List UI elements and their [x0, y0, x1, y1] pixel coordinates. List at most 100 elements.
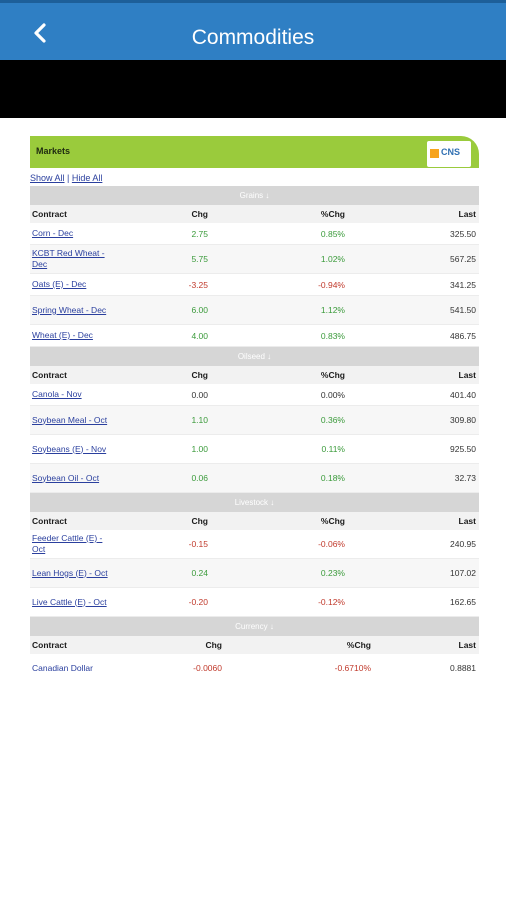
column-header-row: Contract Chg %Chg Last — [30, 205, 479, 223]
last-value: 0.8881 — [450, 663, 476, 671]
col-chg: Chg — [191, 516, 208, 526]
oilseed-table: Canola - Nov 0.00 0.00% 401.40 Soybean M… — [30, 384, 479, 493]
pct-value: 1.02% — [320, 254, 345, 264]
column-header-row: Contract Chg %Chg Last — [30, 366, 479, 384]
hide-all-link[interactable]: Hide All — [71, 173, 103, 183]
col-last: Last — [458, 640, 476, 650]
last-value: 32.73 — [454, 473, 476, 483]
table-row: Spring Wheat - Dec 6.00 1.12% 541.50 — [30, 296, 479, 325]
table-row: Feeder Cattle (E) - Oct -0.15 -0.06% 240… — [30, 530, 479, 559]
contract-link[interactable]: Soybeans (E) - Nov — [32, 443, 107, 454]
last-value: 401.40 — [450, 389, 476, 400]
table-row: KCBT Red Wheat - Dec 5.75 1.02% 567.25 — [30, 245, 479, 274]
pct-value: 0.85% — [320, 228, 345, 239]
chg-value: 1.10 — [191, 415, 208, 425]
currency-table: Canadian Dollar -0.0060 -0.6710% 0.8881 — [30, 654, 479, 671]
chg-value: 2.75 — [191, 228, 208, 239]
ad-banner — [0, 60, 506, 118]
contract-link[interactable]: Soybean Meal - Oct — [32, 414, 108, 425]
table-row: Wheat (E) - Dec 4.00 0.83% 486.75 — [30, 325, 479, 347]
pct-value: -0.6710% — [334, 663, 371, 671]
col-chg: Chg — [191, 209, 208, 219]
chg-value: 0.00 — [191, 389, 208, 400]
last-value: 341.25 — [450, 279, 476, 290]
table-row: Soybean Oil - Oct 0.06 0.18% 32.73 — [30, 464, 479, 493]
contract-link[interactable]: Lean Hogs (E) - Oct — [32, 567, 108, 578]
contract-link[interactable]: Spring Wheat - Dec — [32, 304, 107, 315]
contract-link[interactable]: Corn - Dec — [32, 228, 74, 238]
col-contract: Contract — [32, 209, 67, 219]
chg-value: 4.00 — [191, 330, 208, 341]
last-value: 541.50 — [450, 305, 476, 315]
grains-table: Corn - Dec 2.75 0.85% 325.50 KCBT Red Wh… — [30, 223, 479, 347]
section-header-grains[interactable]: Grains ↓ — [30, 186, 479, 205]
pct-value: -0.12% — [318, 597, 345, 607]
contract-link[interactable]: Feeder Cattle (E) - Oct — [32, 533, 103, 554]
table-row: Oats (E) - Dec -3.25 -0.94% 341.25 — [30, 274, 479, 296]
page-title: Commodities — [191, 26, 315, 49]
chevron-left-icon — [34, 23, 46, 43]
col-pct: %Chg — [320, 209, 345, 219]
chg-value: 6.00 — [191, 305, 208, 315]
col-contract: Contract — [32, 640, 67, 650]
last-value: 309.80 — [450, 415, 476, 425]
table-row: Corn - Dec 2.75 0.85% 325.50 — [30, 223, 479, 245]
last-value: 486.75 — [450, 330, 476, 341]
col-contract: Contract — [32, 370, 67, 380]
section-header-livestock[interactable]: Livestock ↓ — [30, 493, 479, 512]
col-pct: %Chg — [320, 516, 345, 526]
markets-label: Markets — [36, 146, 71, 156]
contract-link[interactable]: Canadian Dollar — [32, 662, 93, 672]
markets-panel: Markets CNS Show All | Hide All Grains ↓… — [30, 136, 479, 671]
last-value: 240.95 — [450, 539, 476, 549]
column-header-row: Contract Chg %Chg Last — [30, 512, 479, 530]
last-value: 925.50 — [450, 444, 476, 454]
table-row: Lean Hogs (E) - Oct 0.24 0.23% 107.02 — [30, 559, 479, 588]
col-pct: %Chg — [346, 640, 371, 650]
col-last: Last — [458, 516, 476, 526]
contract-link[interactable]: Oats (E) - Dec — [32, 279, 87, 289]
show-all-link[interactable]: Show All — [30, 173, 65, 183]
markets-header: Markets CNS — [30, 136, 479, 168]
chg-value: -0.0060 — [193, 663, 222, 671]
link-separator: | — [64, 173, 72, 183]
col-pct: %Chg — [320, 370, 345, 380]
last-value: 107.02 — [450, 568, 476, 578]
col-chg: Chg — [191, 370, 208, 380]
chg-value: 1.00 — [191, 444, 208, 454]
table-row: Live Cattle (E) - Oct -0.20 -0.12% 162.6… — [30, 588, 479, 617]
contract-link[interactable]: KCBT Red Wheat - Dec — [32, 248, 105, 269]
pct-value: 0.83% — [320, 330, 345, 341]
back-button[interactable] — [24, 15, 56, 51]
pct-value: -0.06% — [318, 539, 345, 549]
chg-value: 0.06 — [191, 473, 208, 483]
last-value: 567.25 — [450, 254, 476, 264]
logo-mark-icon — [430, 149, 439, 158]
pct-value: 1.12% — [320, 305, 345, 315]
table-row: Canadian Dollar -0.0060 -0.6710% 0.8881 — [30, 654, 479, 671]
table-row: Canola - Nov 0.00 0.00% 401.40 — [30, 384, 479, 406]
section-header-currency[interactable]: Currency ↓ — [30, 617, 479, 636]
livestock-table: Feeder Cattle (E) - Oct -0.15 -0.06% 240… — [30, 530, 479, 617]
table-row: Soybean Meal - Oct 1.10 0.36% 309.80 — [30, 406, 479, 435]
contract-link[interactable]: Live Cattle (E) - Oct — [32, 596, 107, 607]
toggle-links: Show All | Hide All — [30, 168, 479, 186]
section-header-oilseed[interactable]: Oilseed ↓ — [30, 347, 479, 366]
contract-link[interactable]: Soybean Oil - Oct — [32, 472, 100, 483]
pct-value: 0.18% — [320, 473, 345, 483]
contract-link[interactable]: Canola - Nov — [32, 389, 82, 399]
chg-value: -0.15 — [188, 539, 208, 549]
cns-logo: CNS — [427, 141, 471, 167]
table-row: Soybeans (E) - Nov 1.00 0.11% 925.50 — [30, 435, 479, 464]
pct-value: 0.11% — [321, 444, 345, 454]
col-last: Last — [458, 209, 476, 219]
pct-value: -0.94% — [318, 279, 345, 290]
col-last: Last — [458, 370, 476, 380]
contract-link[interactable]: Wheat (E) - Dec — [32, 330, 93, 340]
chg-value: 5.75 — [191, 254, 208, 264]
last-value: 162.65 — [450, 597, 476, 607]
app-header: Commodities — [0, 0, 506, 60]
column-header-row: Contract Chg %Chg Last — [30, 636, 479, 654]
col-contract: Contract — [32, 516, 67, 526]
pct-value: 0.36% — [320, 415, 345, 425]
